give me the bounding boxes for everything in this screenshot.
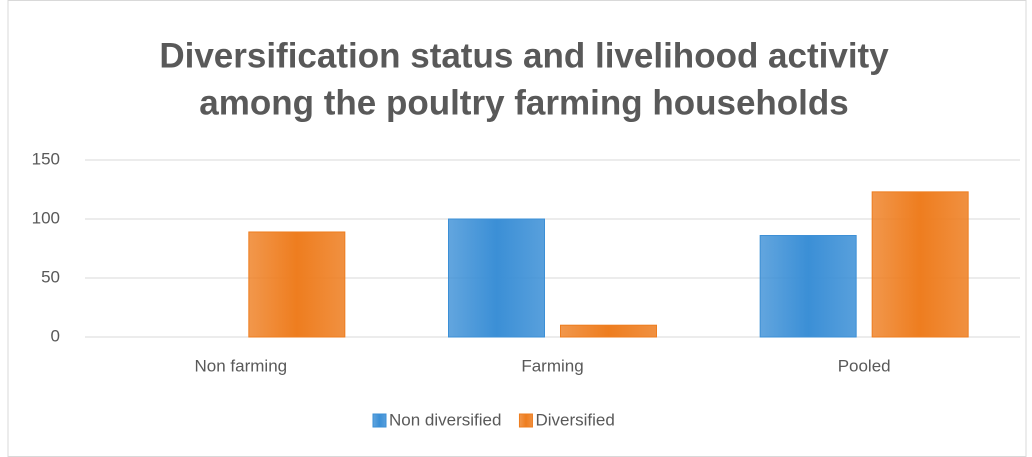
legend-label: Non diversified (389, 410, 501, 429)
bar (448, 218, 545, 338)
x-tick-label: Pooled (838, 356, 891, 375)
x-tick-label: Non farming (195, 356, 288, 375)
bar (759, 235, 857, 338)
bar (871, 191, 969, 338)
legend-swatch (518, 413, 533, 428)
y-tick-label: 0 (51, 326, 60, 345)
y-tick-label: 100 (32, 208, 60, 227)
bar (560, 324, 657, 338)
legend-label: Diversified (535, 410, 614, 429)
y-tick-label: 50 (41, 267, 60, 286)
legend-swatch (372, 413, 387, 428)
chart-title: Diversification status and livelihood ac… (159, 36, 889, 75)
bar (248, 231, 346, 338)
chart-title: among the poultry farming households (199, 83, 848, 122)
y-tick-label: 150 (32, 149, 60, 168)
x-tick-label: Farming (521, 356, 583, 375)
